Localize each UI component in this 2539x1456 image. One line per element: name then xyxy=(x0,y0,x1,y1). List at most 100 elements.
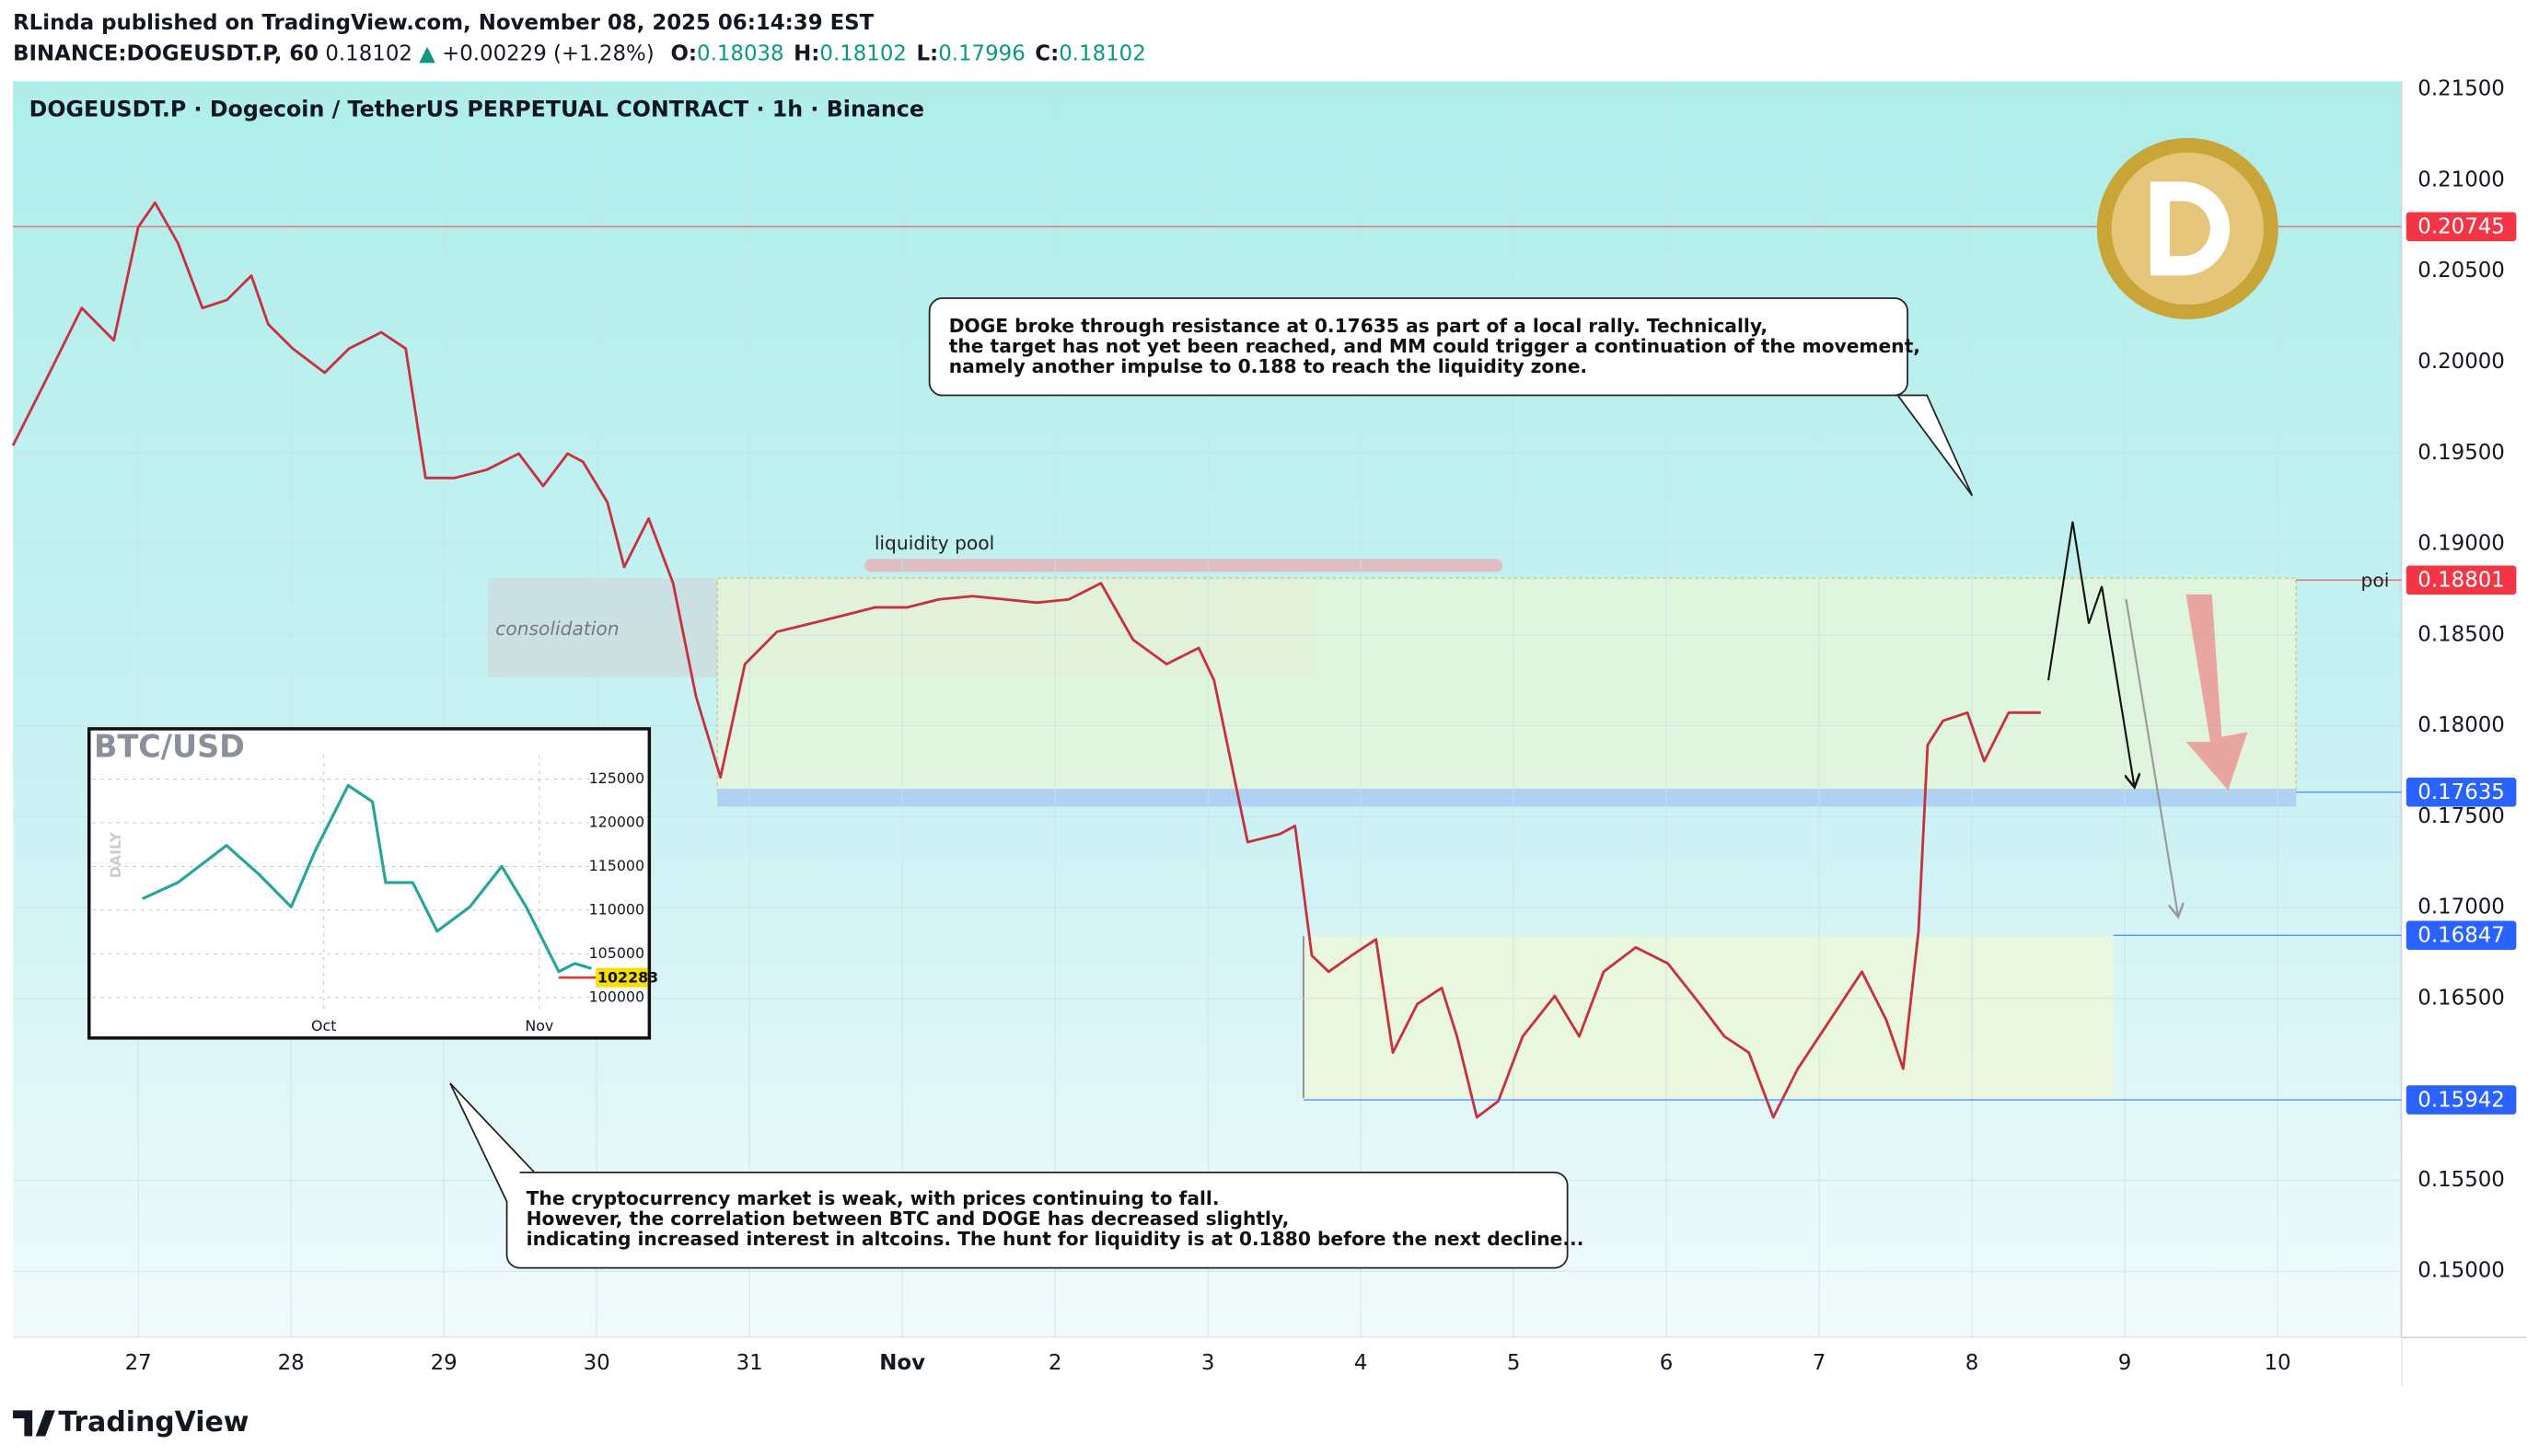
time-axis xyxy=(13,1337,2402,1387)
projection-path xyxy=(2125,598,2177,915)
down-arrow xyxy=(2185,594,2248,791)
y-tick-label: 0.20500 xyxy=(2417,259,2505,283)
level-label: 0.15942 xyxy=(2417,1088,2505,1112)
annotation: consolidation xyxy=(495,618,619,640)
change: +0.00229 (+1.28%) xyxy=(442,41,655,65)
zones xyxy=(487,559,2298,1098)
footer xyxy=(0,1386,2539,1456)
annotation: poi xyxy=(2361,569,2390,591)
x-tick-label: 10 xyxy=(2264,1351,2290,1375)
logo-face xyxy=(2111,152,2264,306)
x-tick-label: 27 xyxy=(125,1351,152,1375)
support-band xyxy=(717,788,2297,807)
inset-chart: 125000 120000 115000 110000 105000 100000 Oct N… xyxy=(87,727,658,1040)
x-tick-label: Nov xyxy=(879,1351,925,1375)
x-tick-label: 5 xyxy=(1507,1351,1521,1375)
symbol: BINANCE:DOGEUSDT.P, 60 xyxy=(13,41,319,65)
header-quote: BINANCE:DOGEUSDT.P, 60 0.18102 ▲ +0.0022… xyxy=(13,41,1146,65)
x-tick-label: 7 xyxy=(1813,1351,1826,1375)
annotation: liquidity pool xyxy=(875,532,994,554)
y-tick-label: 0.16500 xyxy=(2417,986,2505,1010)
level-badge xyxy=(2406,565,2517,595)
liquidity-pool-bar xyxy=(864,559,1503,572)
callouts xyxy=(449,297,1974,1269)
y-tick-label: 0.19500 xyxy=(2417,441,2505,465)
callout-text: However, the correlation between BTC and… xyxy=(527,1208,1290,1230)
quote-label: H: xyxy=(794,41,819,65)
projection-path xyxy=(2047,521,2134,786)
level-badge xyxy=(2406,777,2517,807)
x-tick-label: 31 xyxy=(736,1351,763,1375)
y-tick-label: 0.19000 xyxy=(2417,532,2505,556)
brand-logo xyxy=(13,1410,55,1437)
y-tick-label: 0.21500 xyxy=(2417,77,2505,101)
quote-label: O: xyxy=(670,41,697,65)
y-tick-label: 0.15500 xyxy=(2417,1168,2505,1192)
level-badge xyxy=(2406,1085,2517,1115)
brand-name: TradingView xyxy=(58,1406,249,1439)
y-tick-label: 125000 xyxy=(589,769,644,787)
level-label: 0.20745 xyxy=(2417,215,2505,239)
x-tick-label: 30 xyxy=(584,1351,610,1375)
level-label: 0.18801 xyxy=(2417,569,2505,593)
quote-label: C: xyxy=(1035,41,1059,65)
y-tick-label: 0.17500 xyxy=(2417,804,2505,828)
y-tick-label: 100000 xyxy=(589,988,644,1005)
range-zone xyxy=(716,577,2298,795)
y-tick-label: 120000 xyxy=(589,813,644,830)
projection xyxy=(2047,521,2248,915)
quote-value: 0.18038 xyxy=(697,41,784,65)
price-axis xyxy=(2401,81,2526,1387)
chart-title: DOGEUSDT.P · Dogecoin / TetherUS PERPETU… xyxy=(29,96,924,121)
x-tick-label: 29 xyxy=(431,1351,458,1375)
y-tick-label: 115000 xyxy=(589,857,644,874)
x-tick-label: 2 xyxy=(1049,1351,1062,1375)
x-tick-label: 28 xyxy=(278,1351,305,1375)
inset-title: BTC/USD xyxy=(94,728,245,764)
inset-side-label: DAILY xyxy=(107,831,124,878)
y-tick-label: 0.18000 xyxy=(2417,713,2505,737)
quote-value: 0.17996 xyxy=(938,41,1026,65)
y-tick-label: 0.17000 xyxy=(2417,896,2505,919)
x-tick-label: 6 xyxy=(1660,1351,1674,1375)
level-label: 0.16847 xyxy=(2417,924,2505,948)
price-line xyxy=(141,783,592,974)
y-tick-label: 0.21000 xyxy=(2417,168,2505,191)
x-tick-label: 9 xyxy=(2118,1351,2132,1375)
last-price: 0.18102 xyxy=(325,41,412,65)
y-tick-label: 0.20000 xyxy=(2417,350,2505,374)
quote-value: 0.18102 xyxy=(1059,41,1146,65)
level-badge xyxy=(2406,212,2517,242)
callout-box xyxy=(449,1082,1569,1269)
quote-label: L: xyxy=(916,41,938,65)
price-line xyxy=(11,201,2041,1119)
x-tick-label: Oct xyxy=(311,1017,336,1034)
callout-text: the target has not yet been reached, and… xyxy=(949,335,1920,357)
callout-text: indicating increased interest in altcoin… xyxy=(527,1228,1584,1250)
logo-letter xyxy=(2150,181,2231,276)
x-tick-label: 8 xyxy=(1965,1351,1979,1375)
callout-text: DOGE broke through resistance at 0.17635… xyxy=(949,315,1768,337)
last-badge xyxy=(596,967,648,988)
quote-value: 0.18102 xyxy=(819,41,907,65)
change-arrow: ▲ xyxy=(419,41,435,65)
level-label: 0.17635 xyxy=(2417,780,2505,804)
y-tick-label: 110000 xyxy=(589,900,644,918)
y-tick-label: 0.18500 xyxy=(2417,622,2505,646)
x-tick-label: 4 xyxy=(1354,1351,1368,1375)
doge-logo xyxy=(2096,137,2278,319)
inset-frame xyxy=(87,727,652,1040)
level-badge xyxy=(2406,920,2517,951)
y-tick-label: 0.15000 xyxy=(2417,1259,2505,1283)
callout-text: The cryptocurrency market is weak, with … xyxy=(527,1187,1220,1209)
x-tick-label: 3 xyxy=(1201,1351,1215,1375)
callout-text: namely another impulse to 0.188 to reach… xyxy=(949,355,1587,377)
x-tick-label: Nov xyxy=(525,1017,553,1034)
y-tick-label: 105000 xyxy=(589,944,644,962)
author-line: RLinda published on TradingView.com, Nov… xyxy=(13,10,875,34)
header-author: RLinda published on TradingView.com, Nov… xyxy=(13,10,875,34)
callout-box xyxy=(928,297,1974,497)
last-label: 102283 xyxy=(597,969,658,987)
